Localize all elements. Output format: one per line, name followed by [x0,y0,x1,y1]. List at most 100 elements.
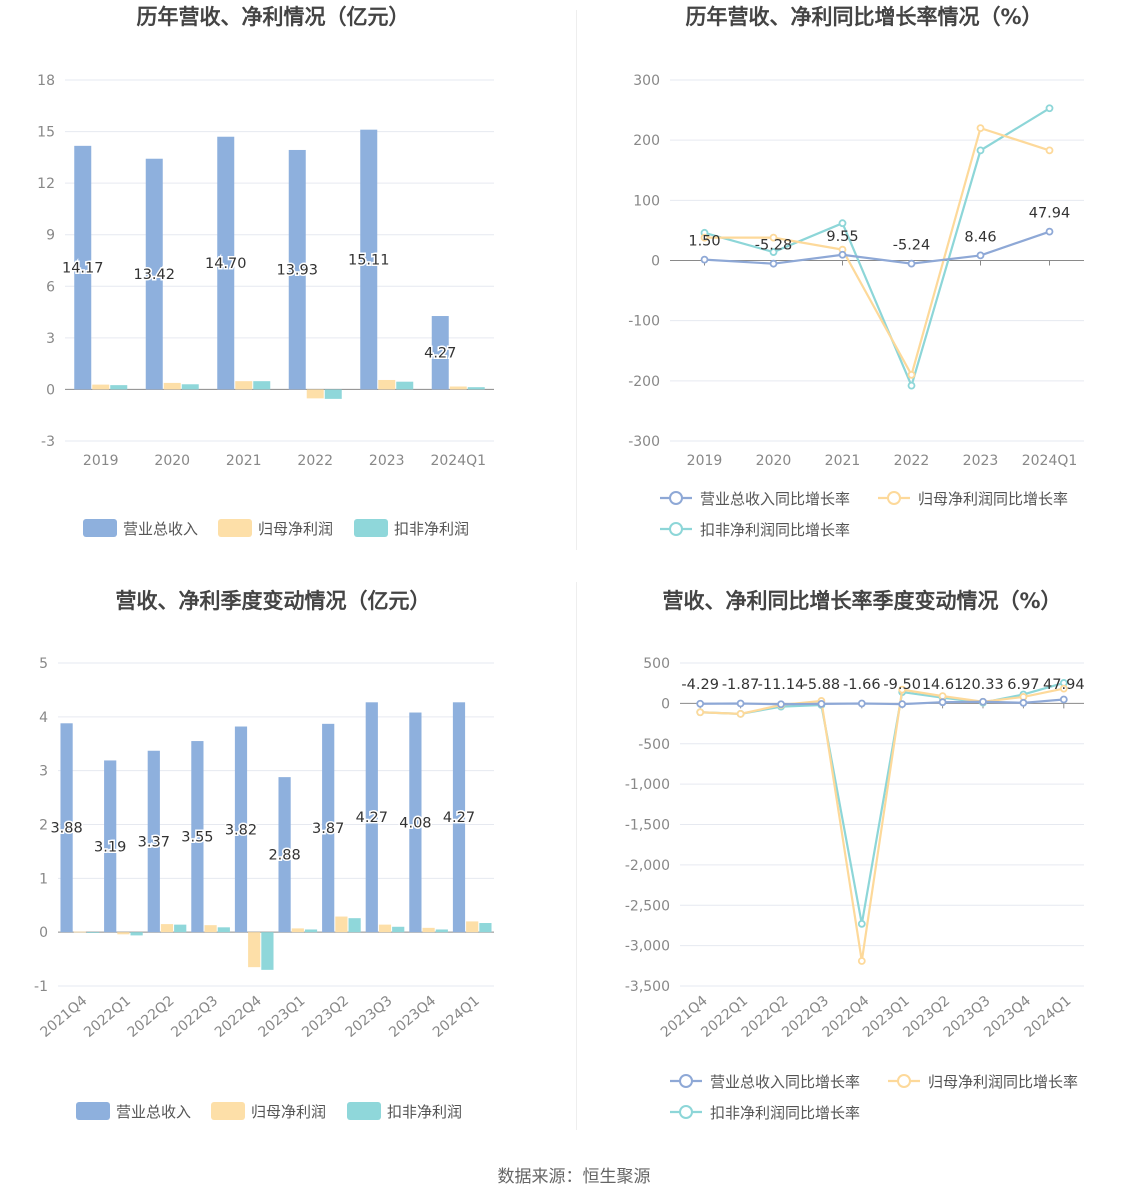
series-point [700,233,709,242]
legend-label: 扣非净利润同比增长率 [710,1104,860,1122]
data-label: 14.61 [922,677,964,693]
data-label: 4.27 [443,810,475,826]
legend-marker [679,1105,693,1119]
y-tick-label: 0 [46,382,55,398]
bar-deducted-np [86,932,100,933]
x-tick-label: 2019 [83,453,119,469]
chart-group-3: 营收、净利同比增长率季度变动情况（%） -3,500 -3,000 -2,500 -2,… [625,589,1085,1122]
x-tick-label: 2019 [687,453,723,469]
bar-parent-np [291,928,304,933]
series-point [1059,684,1068,693]
series-point [696,708,705,717]
legend-label: 营业总收入 [116,1103,191,1121]
bar-revenue [431,316,449,390]
data-source-note: 数据来源：恒生聚源 [497,1167,651,1187]
y-tick-label: 1 [39,871,48,887]
quarterly-growth-rate-svg: 营收、净利同比增长率季度变动情况（%） -3,500 -3,000 -2,500 -2,… [625,589,1085,1122]
series-point [700,255,709,264]
x-tick-label: 2023Q1 [256,993,309,1041]
annual-growth-rate-svg: 历年营收、净利同比增长率情况（%） -300 -200 -100 0 100 200 300 2… [628,5,1084,539]
y-tick-label: -100 [628,314,660,330]
x-tick-label: 2022Q3 [168,993,221,1041]
series-line-revenue [704,230,1050,265]
x-tick-label: 2021Q4 [38,993,91,1041]
bar-deducted-np [253,381,271,390]
legend-swatch [347,1102,381,1120]
y-tick-label: 18 [37,73,55,89]
bar-revenue [147,750,160,933]
y-tick-label: 100 [633,193,660,209]
x-tick-label: 2023 [963,453,999,469]
data-label: 47.94 [1029,206,1071,222]
series-point [736,709,745,718]
bar-parent-np [335,916,348,933]
data-label: 47.94 [1043,677,1085,693]
y-tick-label: 3 [46,331,55,347]
y-tick-label: -2,500 [625,898,670,914]
series-point [696,699,705,708]
x-tick-label: 2020 [154,453,190,469]
bar-parent-np [204,925,217,933]
y-tick-label: 12 [37,176,55,192]
series-line-parent-np [700,687,1065,962]
bar-revenue [360,129,378,390]
y-tick-label: 0 [651,254,660,270]
legend-label: 归母净利润同比增长率 [928,1073,1078,1091]
legend-label: 扣非净利润同比增长率 [700,521,850,539]
data-label: -1.87 [722,677,760,693]
data-label: 3.37 [138,834,170,850]
x-tick-label: 2023 [369,453,405,469]
y-tick-label: -1 [34,979,48,995]
bar-deducted-np [181,384,199,390]
x-tick-label: 2024Q1 [430,453,486,469]
series-point [838,219,847,228]
data-label: 15.11 [348,253,390,269]
bar-parent-np [92,384,110,390]
legend-label: 营业总收入同比增长率 [710,1073,860,1091]
series-point [769,233,778,242]
x-tick-label: 2023Q4 [386,993,439,1041]
bar-revenue [278,777,291,933]
bar-parent-np [449,386,467,390]
series-point [979,697,987,706]
y-tick-label: 200 [633,133,660,149]
legend-label: 扣非净利润 [394,520,469,538]
bar-parent-np [378,924,392,933]
divider-top [576,10,577,550]
series-line-revenue [700,698,1064,706]
y-tick-label: 3 [39,764,48,780]
series-line-parent-np [704,126,1050,378]
series-point [1059,695,1068,704]
data-label: -4.29 [681,677,719,693]
y-tick-label: -300 [628,434,660,450]
annual-revenue-profit-svg: 历年营收、净利情况（亿元） -3 0 3 6 9 12 15 18 2019 2020 2021 202… [37,5,494,538]
bar-parent-np [73,931,86,933]
chart-title: 营收、净利同比增长率季度变动情况（%） [662,589,1061,613]
data-label: 14.17 [62,261,104,277]
bar-parent-np [235,381,253,390]
bar-revenue [288,149,306,390]
bar-parent-np [160,924,174,933]
series-line-deducted-np [700,681,1065,925]
bar-parent-np [306,389,324,399]
data-label: 3.19 [94,839,126,855]
data-label: 13.93 [276,263,318,279]
series-point [736,699,745,708]
x-tick-label: 2022Q1 [81,993,134,1041]
y-tick-label: 0 [661,696,670,712]
bar-revenue [452,702,466,933]
data-label: 1.50 [688,234,720,250]
series-point [976,146,985,155]
series-point [857,957,866,965]
data-label: -1.66 [843,677,881,693]
y-tick-label: -3,500 [625,979,670,995]
series-point [938,692,947,701]
data-label: -5.24 [893,238,931,254]
legend-swatch [83,519,117,537]
y-tick-label: -3 [41,434,55,450]
series-point [907,381,916,390]
legend-marker [887,491,901,505]
series-point [1019,698,1028,707]
annual-revenue-profit-chart: 历年营收、净利情况（亿元） -3 0 3 6 9 12 15 18 2019 2020 2021 202… [0,0,574,580]
x-tick-label: 2023Q3 [343,993,396,1041]
